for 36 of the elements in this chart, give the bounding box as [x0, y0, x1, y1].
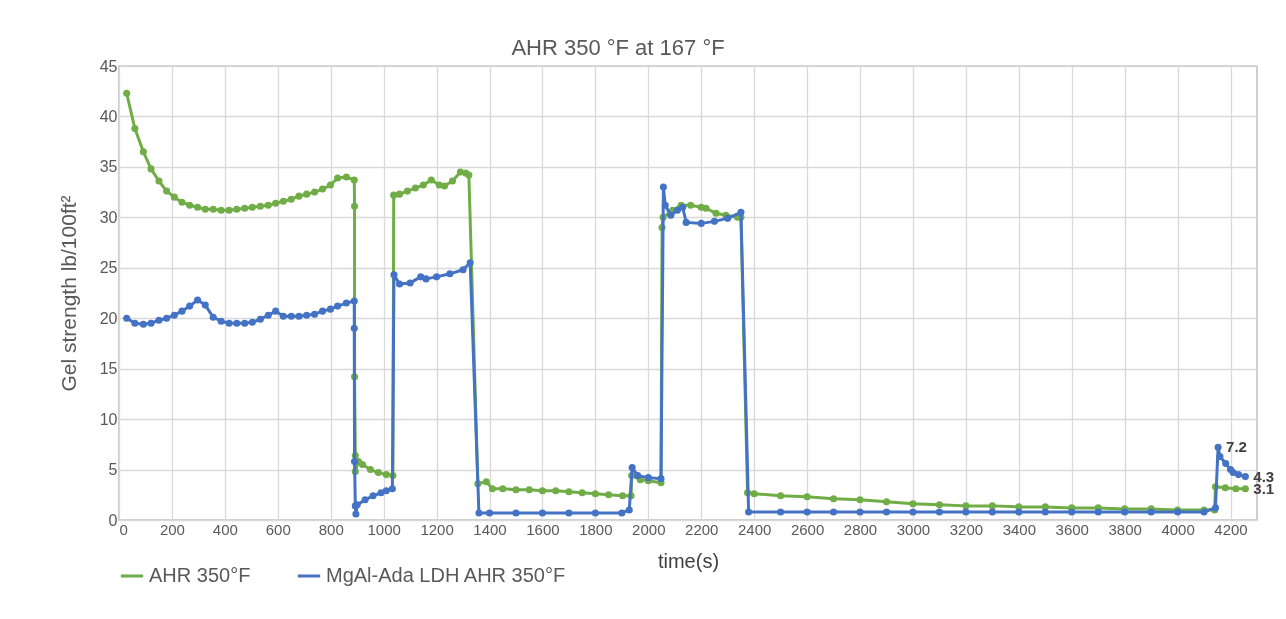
y-tick-label: 25: [99, 259, 118, 277]
x-tick-label: 4200: [1214, 520, 1248, 538]
y-tick-label: 20: [99, 309, 118, 327]
x-tick-label: 600: [265, 520, 291, 538]
x-tick-label: 1400: [473, 520, 507, 538]
x-tick-label: 3800: [1108, 520, 1142, 538]
y-tick-label: 30: [99, 208, 118, 226]
x-tick-label: 2000: [632, 520, 666, 538]
x-tick-label: 1800: [579, 520, 613, 538]
y-tick-label: 10: [99, 410, 118, 428]
x-tick-label: 2400: [737, 520, 772, 538]
x-tick-label: 200: [159, 520, 185, 538]
x-tick-label: 2600: [790, 520, 825, 538]
x-axis-title: time(s): [657, 549, 720, 572]
x-tick-label: 3000: [896, 520, 931, 538]
chart-title: AHR 350 °F at 167 °F: [511, 35, 725, 60]
legend-label: MgAl-Ada LDH AHR 350°F: [326, 564, 566, 586]
x-tick-label: 400: [212, 520, 238, 538]
x-tick-label: 4000: [1161, 520, 1195, 538]
x-tick-label: 3600: [1055, 520, 1089, 538]
x-tick-label: 1000: [367, 520, 401, 538]
x-tick-label: 3400: [1002, 520, 1036, 538]
x-tick-label: 3200: [949, 520, 984, 538]
y-tick-label: 40: [99, 107, 118, 125]
y-tick-label: 45: [99, 57, 118, 75]
legend-label: AHR 350°F: [149, 564, 251, 586]
y-tick-label: 5: [108, 461, 118, 479]
y-axis-title: Gel strength lb/100ft²: [56, 195, 80, 392]
y-tick-label: 35: [99, 158, 118, 176]
y-tick-label: 15: [99, 360, 118, 378]
data-label: 7.2: [1226, 438, 1247, 456]
x-tick-label: 800: [318, 520, 344, 538]
x-tick-label: 1200: [420, 520, 454, 538]
x-tick-label: 2200: [685, 520, 719, 538]
x-tick-label: 1600: [526, 520, 560, 538]
x-tick-label: 2800: [843, 520, 878, 538]
